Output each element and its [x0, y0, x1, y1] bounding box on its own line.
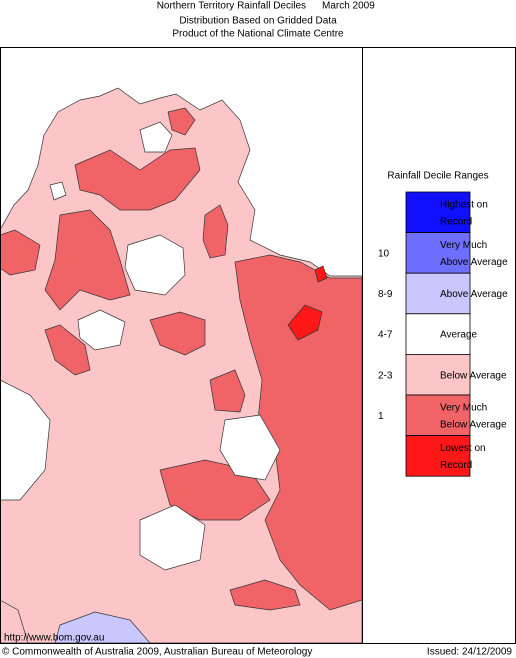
map-region — [219, 414, 281, 481]
map-region — [149, 311, 206, 356]
map — [0, 87, 363, 644]
legend-label: Above Average — [440, 257, 508, 268]
map-region — [139, 121, 173, 153]
legend-label: Record — [440, 216, 472, 227]
subtitle: Product of the National Climate Centre — [172, 29, 344, 40]
legend-label: Very Much — [440, 402, 487, 413]
legend-label: Average — [440, 330, 478, 341]
map-region — [74, 147, 201, 211]
subtitle: Distribution Based on Gridded Data — [179, 16, 337, 27]
legend-label: Below Average — [440, 419, 507, 430]
legend-label: Above Average — [440, 289, 508, 300]
copyright: © Commonwealth of Australia 2009, Austra… — [2, 647, 312, 658]
legend-swatch — [405, 353, 471, 396]
map-region — [167, 107, 196, 136]
legend-range: 10 — [378, 249, 390, 260]
map-region — [44, 324, 91, 376]
legend-swatch — [405, 232, 471, 274]
legend-title: Rainfall Decile Ranges — [387, 171, 488, 182]
legend-swatch — [405, 272, 471, 315]
map-region — [124, 234, 186, 296]
legend-swatch — [405, 435, 471, 477]
legend-range: 8-9 — [378, 289, 393, 300]
legend-range: 2-3 — [378, 370, 393, 381]
legend-label: Record — [440, 460, 472, 471]
legend-swatch — [405, 191, 471, 233]
legend: Highest on Record 10 Very Much Above Average… — [378, 191, 508, 477]
map-region — [139, 504, 206, 571]
map-region — [202, 204, 229, 259]
legend-range: 4-7 — [378, 330, 393, 341]
legend-label: Very Much — [440, 240, 487, 251]
map-region — [54, 611, 151, 644]
map-region — [229, 579, 301, 611]
legend-swatch — [405, 394, 471, 436]
legend-label: Highest on — [440, 199, 488, 210]
map-region — [77, 309, 126, 351]
period: March 2009 — [322, 1, 375, 12]
legend-label: Below Average — [440, 370, 507, 381]
map-region — [314, 265, 328, 283]
map-region — [287, 304, 323, 341]
legend-swatch — [405, 313, 471, 355]
issued: Issued: 24/12/2009 — [427, 647, 513, 658]
map-region — [209, 369, 246, 413]
map-region — [49, 181, 67, 201]
legend-label: Lowest on — [440, 443, 486, 454]
map-region — [0, 229, 41, 276]
legend-range: 1 — [378, 411, 384, 422]
map-region — [44, 209, 131, 311]
map-region — [0, 379, 51, 501]
title: Northern Territory Rainfall Deciles — [157, 1, 306, 12]
url: http://www.bom.gov.au — [4, 633, 104, 644]
